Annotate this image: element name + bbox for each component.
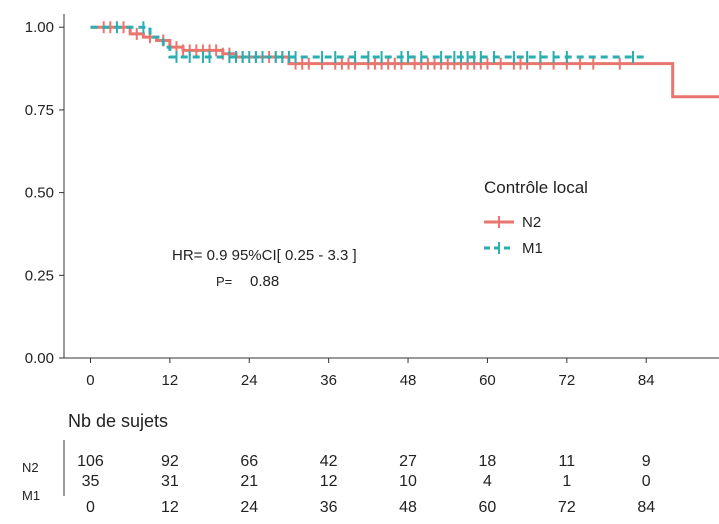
risk-table: 106 92 66 42 27 18 11 935 31 21 12 10 4 1 00 12 24 36 48 60… xyxy=(77,453,655,516)
risk-time-label: 72 xyxy=(558,499,576,516)
risk-group-label-m1: M1 xyxy=(22,488,40,503)
risk-count-n2: 18 xyxy=(479,453,497,470)
x-tick-label: 24 xyxy=(241,372,258,389)
risk-time-label: 84 xyxy=(637,499,655,516)
risk-time-label: 36 xyxy=(320,499,338,516)
risk-count-m1: 35 xyxy=(82,473,100,490)
survival-curves xyxy=(90,21,719,99)
x-tick-label: 48 xyxy=(400,372,417,389)
risk-count-m1: 1 xyxy=(562,473,571,490)
risk-count-m1: 0 xyxy=(642,473,651,490)
y-tick-label: 0.00 xyxy=(25,350,54,367)
risk-time-label: 0 xyxy=(86,499,95,516)
survival-curve-n2 xyxy=(90,25,719,99)
y-tick-label: 1.00 xyxy=(25,19,54,36)
risk-table-title: Nb de sujets xyxy=(68,411,168,431)
x-tick-label: 0 xyxy=(86,372,94,389)
risk-count-m1: 10 xyxy=(399,473,417,490)
risk-count-n2: 106 xyxy=(77,453,104,470)
risk-count-n2: 66 xyxy=(240,453,258,470)
risk-count-m1: 31 xyxy=(161,473,179,490)
risk-time-label: 60 xyxy=(479,499,497,516)
legend-title: Contrôle local xyxy=(484,178,588,197)
risk-time-label: 12 xyxy=(161,499,179,516)
legend-item-m1: M1 xyxy=(484,240,543,257)
x-tick-label: 84 xyxy=(638,372,655,389)
risk-count-m1: 4 xyxy=(483,473,492,490)
risk-count-n2: 92 xyxy=(161,453,179,470)
risk-count-n2: 27 xyxy=(399,453,417,470)
x-axis-ticks: 0 12 24 36 48 60 72 84 xyxy=(86,358,655,389)
y-tick-label: 0.50 xyxy=(25,185,54,202)
legend: Contrôle local N2 M1 xyxy=(484,178,588,257)
x-tick-label: 60 xyxy=(479,372,496,389)
risk-count-n2: 9 xyxy=(642,453,651,470)
risk-count-m1: 21 xyxy=(240,473,258,490)
survival-curve-m1 xyxy=(90,25,647,59)
risk-count-m1: 12 xyxy=(320,473,338,490)
x-tick-label: 72 xyxy=(558,372,575,389)
risk-time-label: 24 xyxy=(240,499,258,516)
risk-count-n2: 42 xyxy=(320,453,338,470)
risk-group-label-n2: N2 xyxy=(22,460,39,475)
p-value: 0.88 xyxy=(250,273,279,290)
legend-item-n2: N2 xyxy=(484,214,541,231)
risk-time-label: 48 xyxy=(399,499,417,516)
hazard-ratio-annotation: HR= 0.9 95%CI[ 0.25 - 3.3 ] xyxy=(172,247,357,264)
y-tick-label: 0.75 xyxy=(25,102,54,119)
x-tick-label: 12 xyxy=(162,372,179,389)
legend-label-n2: N2 xyxy=(522,214,541,231)
legend-label-m1: M1 xyxy=(522,240,543,257)
y-axis-ticks: 0.00 0.25 0.50 0.75 1.00 xyxy=(25,19,64,367)
risk-count-n2: 11 xyxy=(559,453,576,470)
x-tick-label: 36 xyxy=(320,372,337,389)
p-value-label: P= xyxy=(216,274,232,289)
y-tick-label: 0.25 xyxy=(25,267,54,284)
